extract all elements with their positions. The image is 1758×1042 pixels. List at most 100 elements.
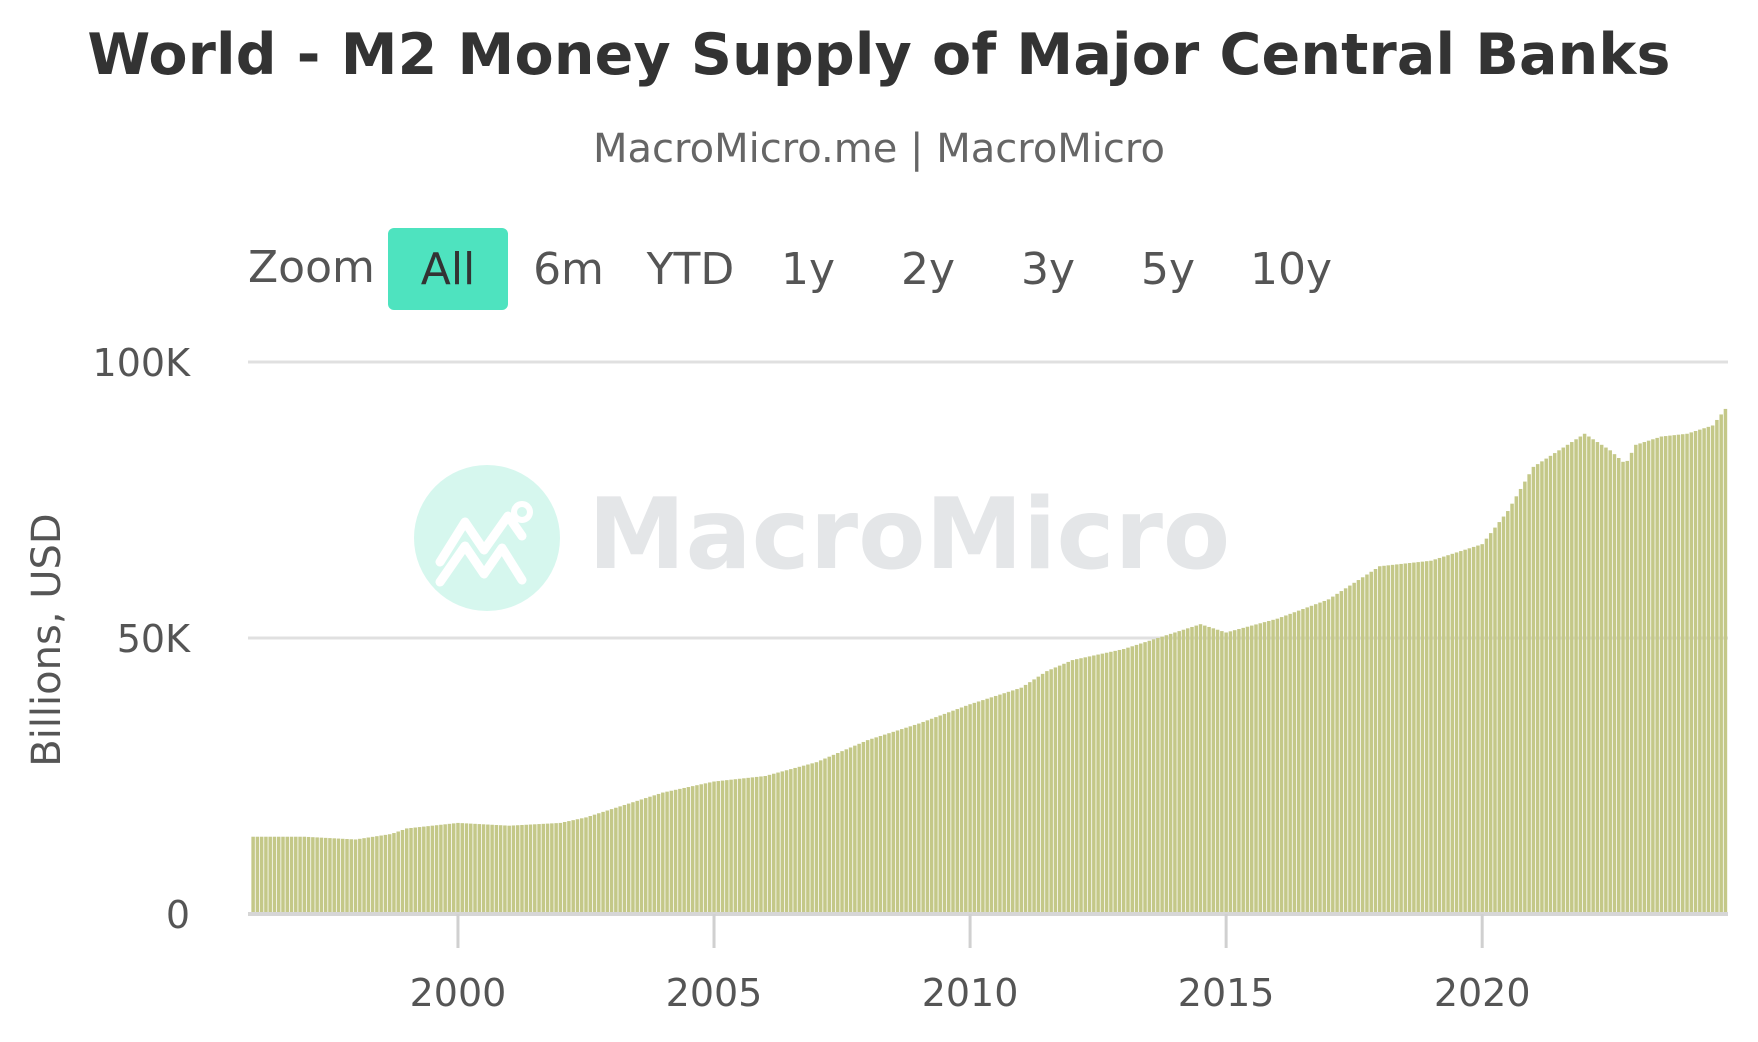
- bar[interactable]: [1395, 564, 1399, 914]
- bar[interactable]: [1719, 414, 1723, 914]
- bar[interactable]: [1049, 669, 1053, 914]
- bar[interactable]: [1604, 447, 1608, 914]
- bar[interactable]: [1552, 453, 1557, 914]
- bar[interactable]: [464, 823, 469, 914]
- bar[interactable]: [1339, 591, 1344, 914]
- bar[interactable]: [319, 837, 324, 914]
- bar[interactable]: [1139, 643, 1143, 914]
- bar[interactable]: [383, 834, 388, 914]
- bar[interactable]: [1190, 626, 1194, 914]
- bar[interactable]: [1326, 599, 1331, 914]
- bar[interactable]: [1416, 562, 1420, 914]
- bar[interactable]: [1015, 689, 1019, 914]
- bar[interactable]: [716, 781, 721, 914]
- bar[interactable]: [1262, 622, 1267, 914]
- bar[interactable]: [1168, 633, 1173, 914]
- bar[interactable]: [1386, 565, 1391, 914]
- bar[interactable]: [1595, 442, 1600, 914]
- bar[interactable]: [494, 824, 499, 914]
- bar[interactable]: [358, 838, 362, 914]
- bar[interactable]: [1249, 625, 1254, 914]
- bar[interactable]: [1181, 629, 1186, 914]
- bar[interactable]: [699, 784, 703, 914]
- bar[interactable]: [379, 835, 383, 914]
- bar[interactable]: [1407, 563, 1412, 914]
- bar[interactable]: [1587, 436, 1591, 914]
- bar[interactable]: [298, 836, 302, 914]
- bar[interactable]: [558, 822, 563, 914]
- bar[interactable]: [742, 778, 746, 914]
- bar[interactable]: [1493, 527, 1497, 914]
- bar[interactable]: [1621, 461, 1625, 914]
- bar[interactable]: [789, 769, 793, 914]
- bar[interactable]: [1113, 650, 1117, 914]
- bar[interactable]: [1331, 596, 1335, 914]
- bar[interactable]: [1442, 556, 1446, 914]
- bar[interactable]: [1245, 626, 1250, 914]
- bar[interactable]: [904, 727, 908, 914]
- bar[interactable]: [511, 825, 516, 914]
- bar[interactable]: [528, 824, 533, 914]
- bar[interactable]: [328, 838, 332, 914]
- bar[interactable]: [746, 777, 750, 914]
- bar[interactable]: [1488, 533, 1493, 914]
- bar[interactable]: [1437, 557, 1442, 914]
- bar[interactable]: [545, 823, 550, 914]
- bar[interactable]: [861, 741, 866, 914]
- bar[interactable]: [366, 837, 371, 914]
- bar[interactable]: [1424, 561, 1429, 914]
- bar[interactable]: [908, 726, 913, 914]
- bar[interactable]: [1100, 653, 1105, 914]
- bar[interactable]: [1194, 625, 1199, 914]
- bar[interactable]: [541, 823, 546, 914]
- bar[interactable]: [1668, 435, 1672, 914]
- bar[interactable]: [579, 818, 584, 914]
- bar[interactable]: [481, 824, 486, 914]
- bar[interactable]: [1476, 545, 1480, 914]
- bar[interactable]: [285, 836, 290, 914]
- bar[interactable]: [417, 827, 422, 914]
- bar[interactable]: [447, 823, 452, 914]
- bar[interactable]: [1203, 625, 1207, 914]
- bar[interactable]: [955, 709, 960, 914]
- bar[interactable]: [276, 836, 281, 914]
- bar[interactable]: [1126, 647, 1130, 914]
- bar[interactable]: [1480, 544, 1484, 914]
- bar[interactable]: [409, 827, 413, 914]
- bar[interactable]: [1288, 613, 1292, 914]
- bar[interactable]: [1693, 431, 1698, 914]
- bar[interactable]: [426, 826, 430, 914]
- bar[interactable]: [720, 780, 725, 914]
- bar[interactable]: [362, 838, 366, 914]
- bar[interactable]: [1002, 693, 1006, 914]
- bar[interactable]: [818, 760, 823, 914]
- bar[interactable]: [972, 702, 977, 914]
- bar[interactable]: [1467, 548, 1472, 914]
- bar[interactable]: [1420, 561, 1425, 914]
- bar[interactable]: [900, 729, 904, 914]
- bar[interactable]: [1471, 546, 1476, 914]
- bar[interactable]: [848, 747, 853, 914]
- bar[interactable]: [370, 836, 375, 914]
- bar[interactable]: [1254, 624, 1258, 914]
- zoom-5y-button[interactable]: 5y: [1140, 243, 1196, 295]
- bar[interactable]: [498, 825, 503, 914]
- bar[interactable]: [597, 813, 601, 914]
- bar[interactable]: [336, 838, 341, 914]
- bar[interactable]: [1173, 632, 1177, 914]
- bar[interactable]: [1207, 626, 1211, 914]
- bar[interactable]: [1305, 607, 1309, 914]
- bar[interactable]: [1151, 639, 1156, 914]
- bar[interactable]: [353, 839, 358, 914]
- bar[interactable]: [874, 737, 878, 914]
- bar[interactable]: [503, 825, 507, 914]
- bar[interactable]: [1267, 620, 1271, 914]
- bar[interactable]: [571, 820, 575, 914]
- bar[interactable]: [934, 717, 938, 914]
- bar[interactable]: [1147, 640, 1152, 914]
- bar[interactable]: [1591, 439, 1595, 914]
- bar[interactable]: [1612, 454, 1617, 914]
- bar[interactable]: [797, 766, 802, 914]
- bar[interactable]: [1019, 687, 1024, 914]
- bar[interactable]: [1023, 684, 1028, 914]
